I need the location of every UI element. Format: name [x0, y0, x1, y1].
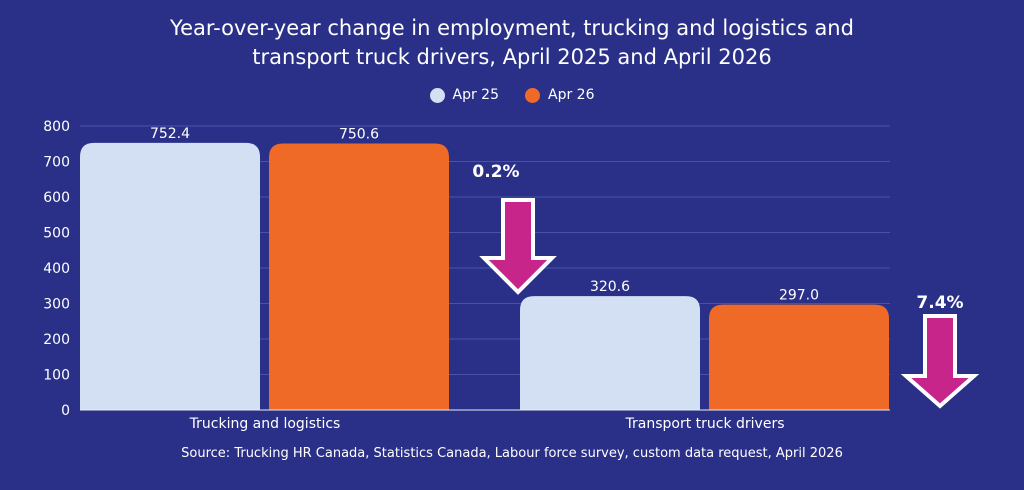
- legend-item-apr26: Apr 26: [525, 87, 594, 103]
- bar: [709, 304, 889, 410]
- data-label: 297.0: [779, 288, 819, 304]
- y-tick-label: 800: [43, 119, 70, 135]
- chart-source: Source: Trucking HR Canada, Statistics C…: [181, 446, 843, 461]
- legend-label-apr26: Apr 26: [548, 87, 595, 103]
- percent-change-label: 0.2%: [472, 162, 519, 182]
- y-tick-label: 600: [43, 190, 70, 206]
- data-label: 752.4: [150, 126, 190, 142]
- legend-swatch-apr26: [525, 87, 540, 103]
- y-tick-label: 300: [43, 297, 70, 313]
- chart-title-line-1: Year-over-year change in employment, tru…: [170, 16, 854, 40]
- y-tick-label: 400: [43, 261, 70, 277]
- bar: [80, 142, 260, 410]
- data-label: 320.6: [590, 279, 630, 295]
- y-tick-label: 100: [43, 368, 70, 384]
- y-tick-label: 0: [61, 403, 70, 419]
- y-tick-label: 500: [43, 226, 70, 242]
- chart-title: Year-over-year change in employment, tru…: [0, 14, 1024, 72]
- down-arrow-icon: [479, 198, 557, 295]
- down-arrow-icon: [900, 314, 980, 409]
- y-tick-label: 200: [43, 332, 70, 348]
- bar: [520, 296, 700, 410]
- bar: [269, 143, 449, 411]
- chart-title-line-2: transport truck drivers, April 2025 and …: [252, 45, 772, 69]
- x-category-label: Transport truck drivers: [625, 416, 785, 432]
- legend-item-apr25: Apr 25: [429, 87, 499, 103]
- x-category-label: Trucking and logistics: [189, 416, 341, 432]
- data-label: 750.6: [339, 127, 379, 143]
- legend-label-apr25: Apr 25: [452, 87, 499, 103]
- chart-legend: Apr 25 Apr 26: [0, 87, 1024, 103]
- percent-change-label: 7.4%: [916, 293, 963, 313]
- y-tick-label: 700: [43, 155, 70, 171]
- legend-swatch-apr25: [429, 87, 445, 103]
